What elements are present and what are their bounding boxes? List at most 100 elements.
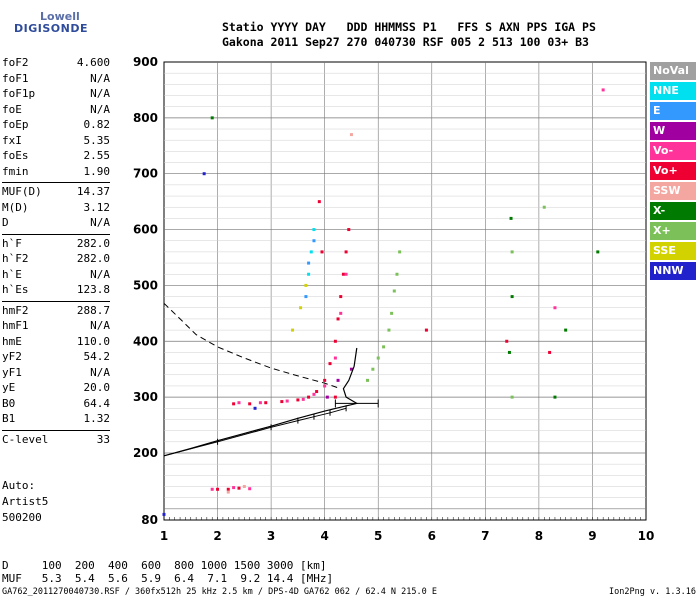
auto-version: 500200 (2, 511, 42, 524)
echo-point-vo (258, 401, 262, 405)
echo-point-x (510, 395, 514, 399)
logo-line2: DIGISONDE (14, 22, 88, 35)
logo-line1: Lowell (40, 10, 80, 23)
param-name: foF1 (2, 71, 29, 85)
param-name: fmin (2, 164, 29, 178)
echo-point-vo (237, 486, 241, 490)
echo-point-vo (553, 306, 557, 310)
digisonde-logo: Lowell DIGISONDE (4, 4, 154, 54)
param-separator (2, 300, 110, 302)
echo-point-vo (344, 250, 348, 254)
echo-point-x (542, 205, 546, 209)
echo-point-vo (248, 402, 252, 406)
param-row: B1 1.32 (2, 412, 110, 428)
station-header: Statio YYYY DAY DDD HHMMSS P1 FFS S AXN … (222, 20, 596, 50)
param-row: foF1p N/A (2, 87, 110, 103)
param-separator (2, 429, 110, 431)
param-row: fxI 5.35 (2, 134, 110, 150)
param-value: 5.35 (83, 133, 111, 147)
echo-point-vo (347, 228, 351, 232)
legend-item-w: W (650, 122, 696, 140)
echo-point-w (325, 395, 329, 399)
echo-point-ssw (226, 490, 230, 494)
param-row: foF2 4.600 (2, 56, 110, 72)
x-tick-label: 8 (535, 529, 543, 543)
echo-point-x (395, 272, 399, 276)
echo-point-vo (339, 311, 343, 315)
echo-point-vo (301, 397, 305, 401)
echo-point-vo (232, 486, 236, 490)
echo-point-vo (341, 272, 345, 276)
solid-profile-line (163, 347, 359, 457)
param-row: yF1 N/A (2, 366, 110, 382)
param-value: 288.7 (76, 303, 110, 317)
y-tick-label: 900 (133, 55, 158, 69)
param-name: h`F (2, 236, 22, 250)
echo-point-w (349, 367, 353, 371)
param-value: 2.55 (83, 149, 111, 162)
param-value: N/A (90, 319, 110, 332)
distance-muf-table: D 100 200 400 600 800 1000 1500 3000 [km… (2, 559, 333, 585)
echo-point-x (210, 116, 214, 120)
param-name: h`Es (2, 283, 29, 296)
x-tick-label: 4 (320, 529, 328, 543)
echo-point-x (371, 367, 375, 371)
x-tick-label: 6 (428, 529, 436, 543)
param-value: 110.0 (76, 334, 110, 348)
echo-point-vo (315, 390, 319, 394)
param-value: N/A (90, 267, 110, 281)
echo-point-vo (328, 362, 332, 366)
param-name: B1 (2, 412, 16, 425)
echo-point-ssw (242, 484, 246, 488)
echo-point-vo (336, 317, 340, 321)
param-name: foF2 (2, 56, 29, 69)
param-name: h`F2 (2, 252, 29, 265)
param-separator (2, 182, 110, 183)
param-value: N/A (90, 87, 110, 100)
echo-point-vo (237, 401, 241, 405)
echo-point-vo (323, 384, 327, 388)
echo-point-vo (296, 398, 300, 402)
plot-frame (163, 61, 647, 521)
echo-point-vo (280, 400, 284, 404)
echo-point-vo (333, 356, 337, 360)
y-tick-label: 500 (133, 278, 158, 292)
echo-point-x (507, 350, 511, 354)
echo-point-vo (505, 339, 509, 343)
header-line1: Statio YYYY DAY DDD HHMMSS P1 FFS S AXN … (222, 20, 596, 34)
echo-point-x (553, 395, 557, 399)
param-value: 3.12 (83, 200, 111, 214)
echo-point-vo (548, 350, 552, 354)
param-value: 33 (96, 432, 110, 446)
echo-point-vo (232, 402, 236, 406)
distance-row: D 100 200 400 600 800 1000 1500 3000 [km… (2, 559, 327, 572)
x-tick-label: 7 (481, 529, 489, 543)
param-name: yF1 (2, 365, 22, 379)
param-name: h`E (2, 267, 22, 281)
echo-point-x (387, 328, 391, 332)
echo-point-nne (307, 272, 311, 276)
auto-program: Artist5 (2, 495, 49, 508)
echo-point-x (510, 250, 514, 254)
param-value: 282.0 (76, 236, 110, 250)
legend-item-x: X+ (650, 222, 696, 240)
legend-item-sse: SSE (650, 242, 696, 260)
param-value: N/A (90, 365, 110, 379)
y-tick-label: 800 (133, 111, 158, 125)
param-row: foE N/A (2, 103, 110, 119)
param-value: 20.0 (83, 381, 111, 394)
x-tick-label: 10 (638, 529, 655, 543)
echo-point-vo (339, 295, 343, 299)
echo-point-vo (248, 487, 252, 491)
echo-point-nne (309, 250, 313, 254)
echo-point-sse (299, 306, 303, 310)
legend-item-nne: NNE (650, 82, 696, 100)
legend-item-e: E (650, 102, 696, 120)
param-value: 1.90 (83, 164, 111, 178)
param-value: 123.8 (76, 283, 110, 296)
param-row: h`F2 282.0 (2, 252, 110, 268)
param-row: MUF(D) 14.37 (2, 185, 110, 201)
param-name: foF1p (2, 87, 36, 100)
echo-point-vo (424, 328, 428, 332)
